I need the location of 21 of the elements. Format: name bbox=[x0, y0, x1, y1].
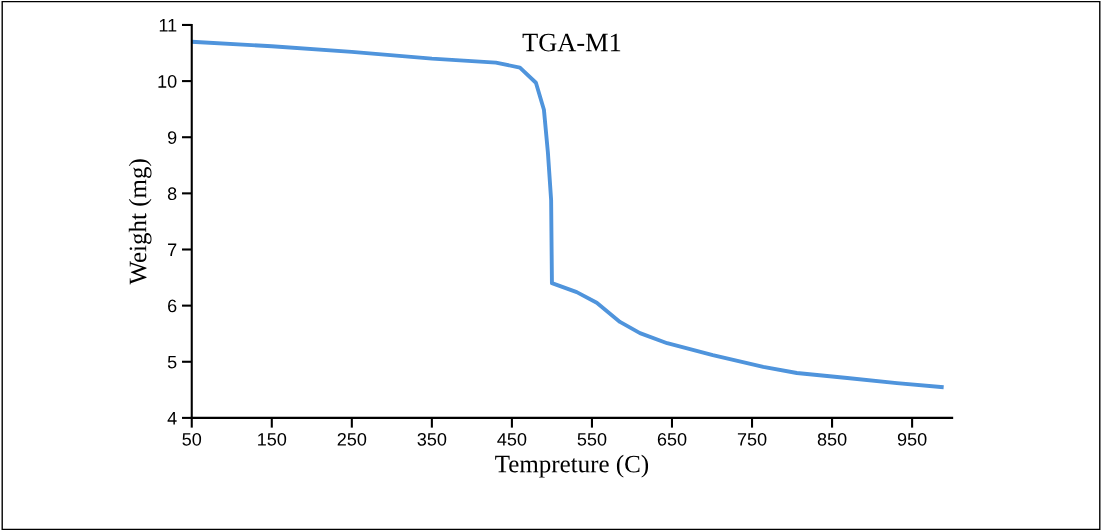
x-tick-label: 850 bbox=[817, 432, 847, 446]
x-tick-label: 50 bbox=[182, 432, 202, 446]
x-tick-label: 550 bbox=[577, 432, 607, 446]
y-tick-label: 6 bbox=[168, 299, 177, 313]
x-tick-label: 350 bbox=[417, 432, 447, 446]
x-axis-title: Tempreture (C) bbox=[495, 454, 649, 478]
x-tick-label: 150 bbox=[258, 432, 287, 446]
y-tick-label: 4 bbox=[167, 412, 177, 425]
y-tick-label: 10 bbox=[158, 75, 177, 88]
x-tick-label: 650 bbox=[657, 432, 687, 446]
x-tick-label: 450 bbox=[497, 432, 527, 446]
chart-title: TGA-M1 bbox=[522, 33, 621, 52]
x-tick-label: 250 bbox=[337, 432, 367, 446]
y-tick-label: 7 bbox=[168, 243, 177, 257]
y-tick-label: 11 bbox=[159, 19, 177, 32]
y-axis-title: Weight (mg) bbox=[128, 159, 152, 285]
y-tick-label: 9 bbox=[167, 131, 177, 144]
x-tick-label: 750 bbox=[737, 432, 767, 446]
y-tick-label: 5 bbox=[167, 355, 177, 369]
y-tick-label: 8 bbox=[167, 187, 177, 201]
x-tick-label: 950 bbox=[897, 432, 927, 446]
